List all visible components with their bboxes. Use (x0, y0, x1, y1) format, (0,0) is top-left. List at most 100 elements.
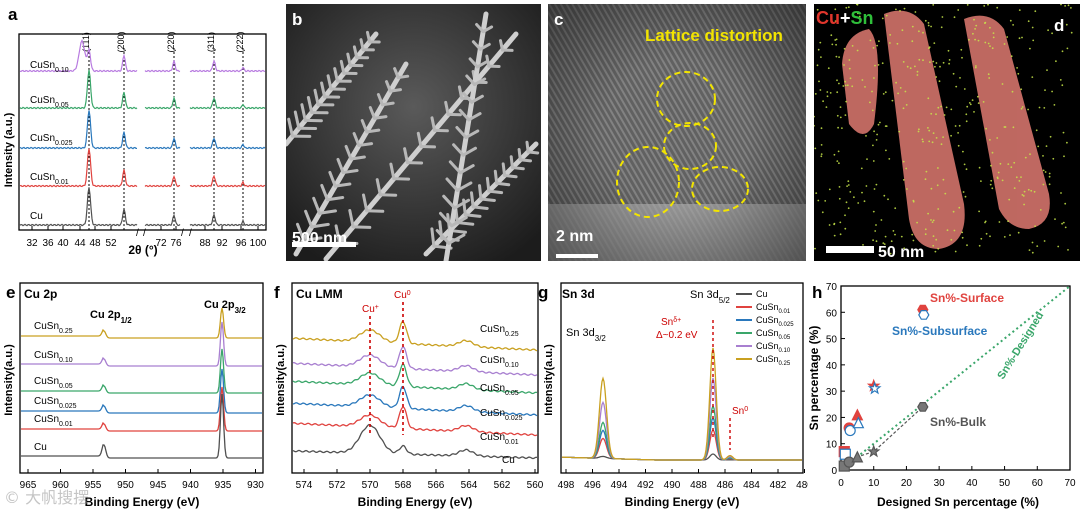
subsurface-point (918, 310, 930, 320)
eds-sn-dot (839, 221, 842, 224)
eds-sn-dot (888, 158, 891, 160)
eds-sn-dot (961, 231, 964, 234)
eds-sn-dot (964, 195, 967, 198)
bulk-point (851, 450, 864, 463)
culmm-tick-label: 564 (461, 480, 478, 491)
xrd-tick-label: 40 (57, 238, 69, 249)
eds-sn-dot (835, 55, 838, 58)
sem-dendrite-branch (380, 101, 395, 107)
eds-sn-dot (858, 15, 861, 18)
eds-sn-dot (814, 115, 815, 118)
eds-sn-dot (1042, 155, 1044, 157)
eds-sn-dot (962, 191, 965, 193)
eds-sn-dot (957, 9, 960, 11)
sem-dendrite-branch (478, 42, 491, 51)
cu2p-peak1: Cu 2p (90, 309, 121, 321)
sn3d-trace (562, 453, 802, 461)
sn3d-tick-label: 480 (796, 480, 808, 491)
eds-sn-dot (847, 184, 850, 186)
sem-dendrite-branch (458, 108, 471, 122)
sem-dendrite-branch (457, 85, 464, 100)
eds-sn-dot (894, 207, 897, 210)
eds-sn-dot (968, 38, 970, 41)
eds-sn-dot (965, 168, 968, 171)
eds-sn-dot (845, 201, 848, 204)
xrd-tick-label: 76 (170, 238, 182, 249)
eds-sn-dot (872, 239, 874, 242)
eds-sn-dot (1018, 37, 1021, 40)
sem-dendrite-branch (479, 197, 496, 202)
svg-text:Snδ+: Snδ+ (661, 317, 681, 329)
eds-sn-dot (836, 91, 839, 94)
eds-sn-dot (821, 211, 824, 214)
eds-sn-dot (924, 233, 927, 236)
eds-sn-dot (1006, 36, 1009, 38)
eds-sn-dot (983, 5, 986, 7)
eds-sn-dot (820, 155, 823, 158)
culmm-cu0: Cu (394, 290, 407, 301)
xrd-tick-label: 48 (89, 238, 101, 249)
eds-sn-dot (1018, 180, 1021, 182)
cu2p-trace (21, 368, 262, 414)
eds-sn-dot (838, 162, 840, 165)
eds-sn-dot (871, 109, 874, 112)
eds-sn-dot (924, 19, 927, 22)
eds-sn-dot (882, 242, 885, 245)
eds-sn-dot (1062, 131, 1065, 134)
eds-sn-dot (977, 39, 980, 42)
eds-sn-dot (866, 158, 868, 161)
cu2p-tick-label: 955 (85, 480, 102, 491)
eds-sn-dot (961, 236, 964, 239)
sn3d-legend-label: CuSn0.025 (756, 315, 794, 328)
eds-sn-dot (829, 92, 832, 94)
eds-sn-dot (849, 191, 852, 193)
cu2p-ylabel: Intensity(a.u.) (3, 344, 15, 416)
eds-sn-dot (819, 89, 822, 91)
eds-sn-dot (843, 64, 845, 66)
xrd-tick-label: 72 (155, 238, 167, 249)
eds-sn-dot (935, 238, 938, 241)
eds-sn-dot (828, 188, 831, 191)
eds-sn-dot (872, 47, 875, 49)
sn3d-legend-label: CuSn0.05 (756, 328, 791, 341)
eds-sn-dot (1012, 24, 1014, 26)
eds-sn-dot (875, 240, 878, 243)
eds-sn-dot (1027, 20, 1030, 23)
sn3d-xlabel: Binding Energy (eV) (625, 495, 740, 509)
cu2p-trace (21, 321, 262, 367)
h-xlabel: Designed Sn percentage (%) (877, 495, 1039, 509)
eds-sn-dot (1043, 240, 1046, 242)
sem-dendrite-branch (366, 30, 372, 44)
eds-sn-dot (955, 85, 958, 88)
cu2p-trace (21, 386, 262, 432)
eds-sn-dot (815, 192, 818, 195)
sem-dendrite-branch (510, 166, 525, 171)
eds-sn-dot (954, 250, 957, 253)
xrd-tick-label: 32 (26, 238, 38, 249)
panel-label-b: b (292, 10, 303, 29)
xrd-peak-label: (220) (166, 31, 176, 52)
eds-sn-dot (816, 8, 819, 11)
eds-sn-dot (1023, 203, 1025, 206)
eds-sn-dot (864, 86, 866, 88)
eds-sn-dot (1001, 83, 1004, 85)
sem-dendrite-branch (448, 160, 462, 175)
eds-sn-dot (911, 40, 914, 43)
eds-sn-dot (977, 95, 979, 98)
culmm-tick-label: 574 (296, 480, 313, 491)
eds-sn-dot (833, 223, 835, 226)
eds-sn-dot (927, 127, 929, 129)
eds-sn-dot (1053, 104, 1056, 106)
eds-sn-dot (871, 90, 873, 93)
sem-dendrite-branch (430, 227, 436, 248)
culmm-tick-label: 562 (494, 480, 511, 491)
eds-sn-dot (1033, 190, 1036, 193)
panel-g: g Sn 3d Cu CuSn0.01 CuSn0.025 CuSn0.05 CuSn0… (536, 280, 808, 516)
eds-sn-dot (879, 121, 881, 124)
eds-sn-dot (1028, 249, 1031, 252)
eds-sn-dot (899, 87, 902, 89)
sem-dendrite-branch (509, 155, 514, 170)
eds-sn-dot (1051, 32, 1053, 35)
sn-percentage-chart: h 0 10 20 30 40 50 60 70 0 10 20 30 40 50 60 70 Sn%-Sur… (808, 282, 1076, 509)
sem-dendrite-branch (458, 164, 475, 175)
